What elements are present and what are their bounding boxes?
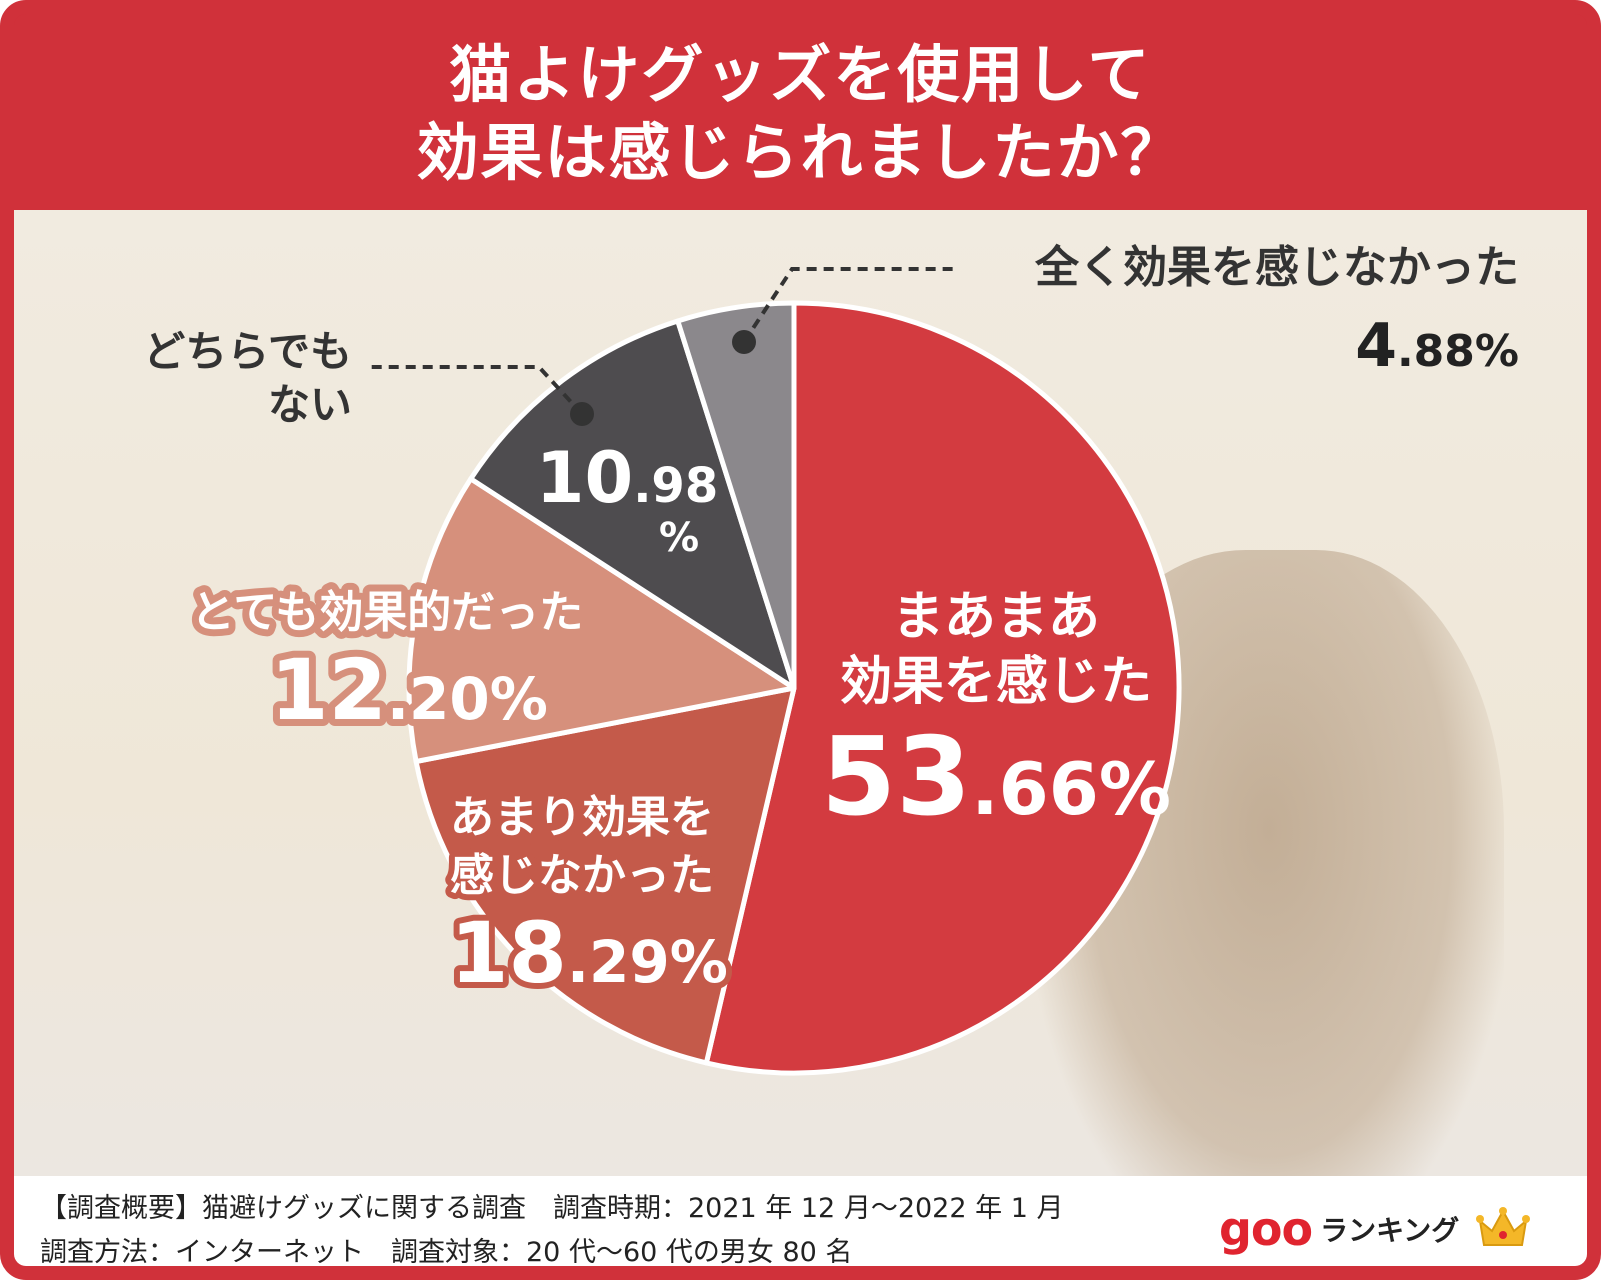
value-int: 18: [450, 904, 567, 1002]
value-int: 4: [1355, 311, 1397, 381]
header-banner: 猫よけグッズを使用して 効果は感じられましたか？: [14, 14, 1587, 210]
pie-slice-dochira: [468, 318, 797, 691]
goo-logo-text: goo: [1219, 1202, 1313, 1256]
crown-icon: [1476, 1207, 1531, 1246]
leader-line-dochira: [371, 365, 584, 416]
pie-slices: [406, 300, 1182, 1076]
slice-value-maamaa: 53.66%: [821, 715, 1171, 840]
slice-label-amari-line2: 感じなかった: [450, 850, 714, 901]
title-line-2: 効果は感じられましたか？: [416, 116, 1185, 189]
value-dec: .88%: [1397, 326, 1519, 377]
slice-value-amari: 18.29%: [450, 904, 728, 1002]
value-dec: .20%: [387, 665, 548, 733]
pie-slice-zenzen: [675, 300, 797, 691]
slice-label-amari-line1: あまり効果を: [450, 792, 714, 843]
leader-line-zenzen: [742, 267, 954, 344]
ranking-logo-text: ランキング: [1320, 1214, 1460, 1247]
slice-label-dochira-line1: どちらでも: [143, 327, 352, 376]
survey-summary-line1: 【調査概要】猫避けグッズに関する調査 調査時期：2021 年 12 月～2022…: [40, 1193, 1064, 1224]
survey-summary-line2: 調査方法：インターネット 調査対象：20 代～60 代の男女 80 名: [40, 1237, 853, 1268]
slice-value-dochira-pct: %: [659, 515, 699, 561]
pie-chart: まあまあ 効果を感じた 53.66% あまり効果を 感じなかった 18.29% …: [143, 242, 1519, 1076]
slice-value-dochira: 10.98: [536, 437, 718, 519]
slice-label-dochira-line2: ない: [268, 380, 352, 429]
slice-label-maamaa-line2: 効果を感じた: [840, 652, 1152, 712]
pie-slice-maamaa: [703, 300, 1182, 1076]
slice-label-zenzen: 全く効果を感じなかった: [1034, 242, 1519, 293]
footer: 【調査概要】猫避けグッズに関する調査 調査時期：2021 年 12 月～2022…: [14, 1176, 1587, 1268]
value-dec: .98: [633, 458, 718, 514]
slice-label-totemo: とても効果的だった: [191, 587, 583, 638]
leader-dot-zenzen: [732, 330, 756, 354]
value-int: 12: [270, 641, 387, 739]
title-line-1: 猫よけグッズを使用して: [449, 38, 1152, 111]
value-int: 10: [536, 437, 633, 519]
pie-slice-totemo: [406, 476, 797, 764]
leader-dot-dochira: [570, 402, 594, 426]
slice-label-maamaa-line1: まあまあ: [892, 587, 1100, 647]
value-int: 53: [821, 715, 971, 840]
slice-value-totemo: 12.20%: [270, 641, 548, 739]
value-dec: .29%: [567, 928, 728, 996]
goo-ranking-logo: goo ランキング: [1219, 1202, 1531, 1262]
value-dec: .66%: [971, 747, 1171, 831]
pie-slice-amari: [413, 685, 797, 1066]
slice-value-zenzen: 4.88%: [1355, 311, 1519, 381]
